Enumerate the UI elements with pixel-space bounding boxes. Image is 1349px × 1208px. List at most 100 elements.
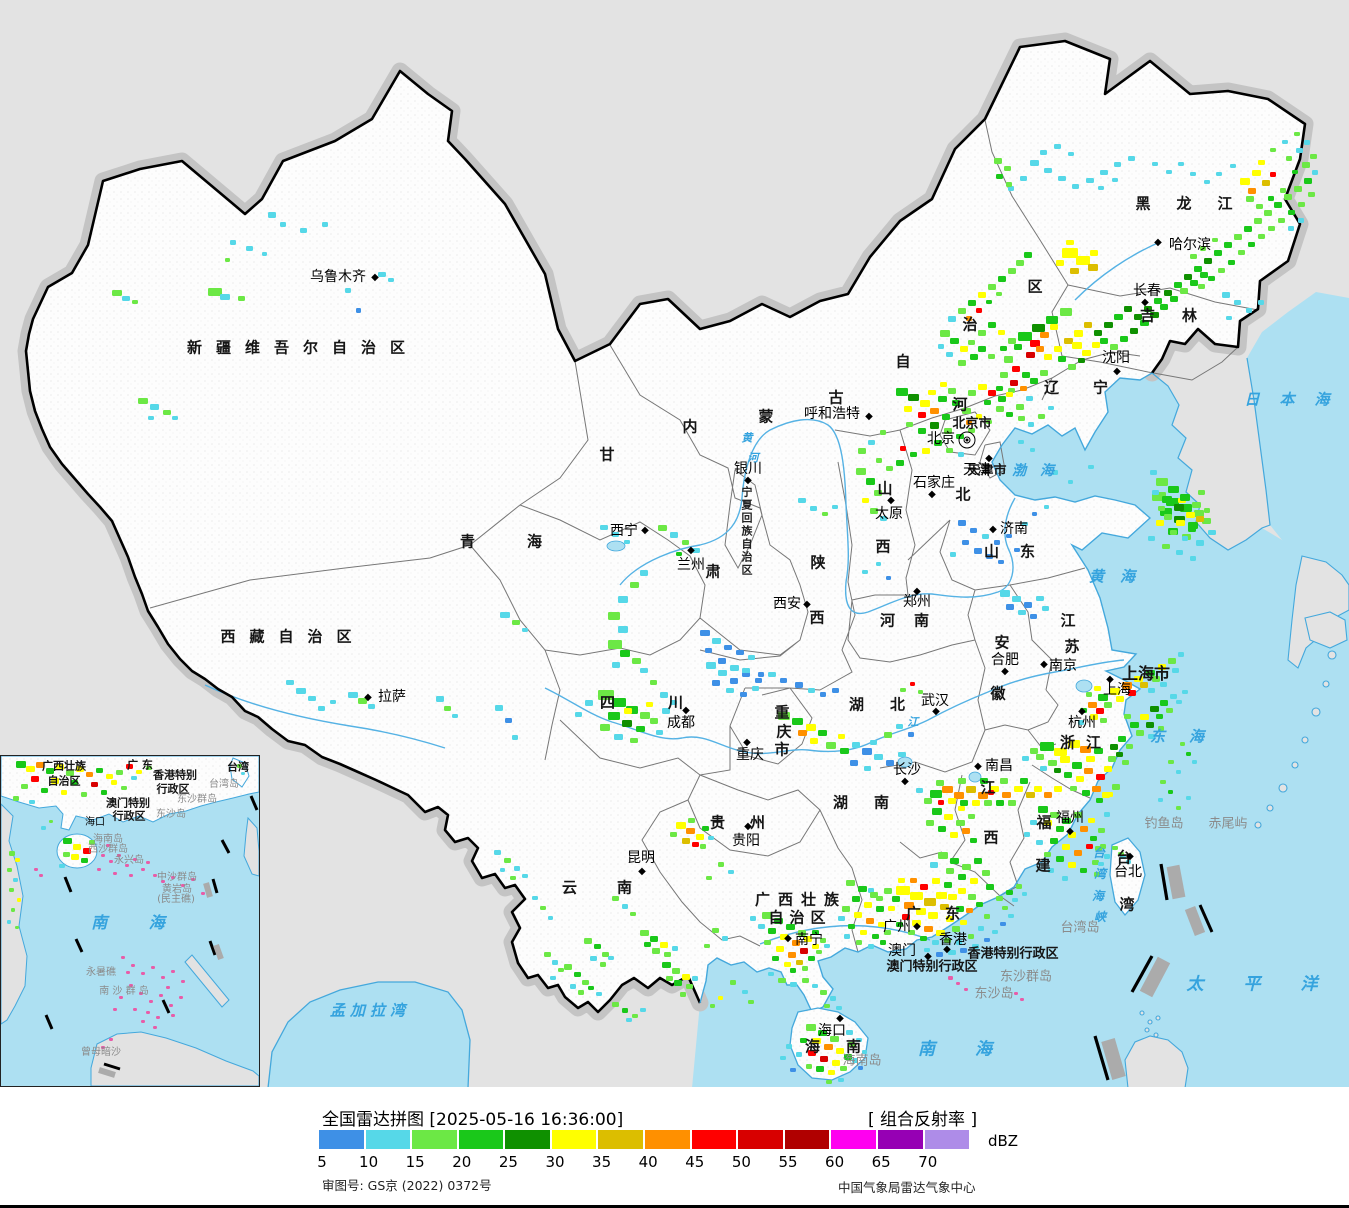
inset-dash-shadows xyxy=(98,882,224,1078)
sea-label: 太平洋 xyxy=(1186,974,1349,995)
province-label: 族 xyxy=(741,524,753,538)
inset-echo-layer xyxy=(7,761,245,1049)
inset-basemap xyxy=(1,756,259,1086)
colorbar-seg-45 xyxy=(691,1130,737,1149)
city-marker-武汉: ◆ xyxy=(932,706,940,717)
inset-label: 黄岩岛 xyxy=(162,884,192,895)
colorbar-seg-15 xyxy=(412,1130,457,1149)
province-label: 香港特别行政区 xyxy=(967,946,1059,962)
tick-35: 35 xyxy=(592,1153,612,1171)
city-label-昆明: 昆明 xyxy=(627,850,655,866)
inset-label: 东沙群岛 xyxy=(177,794,217,805)
sea-label: 孟加拉湾 xyxy=(329,1001,411,1020)
inset-label: 广 东 xyxy=(127,758,153,772)
inset-label: 台湾 xyxy=(227,760,249,774)
dbz-tick-labels: 5 10 15 20 25 30 35 40 45 50 55 60 65 70 xyxy=(317,1153,1019,1171)
colorbar-seg-60 xyxy=(831,1130,876,1149)
province-label: 北 xyxy=(955,485,971,504)
radar-echo-layer xyxy=(112,132,1318,1084)
province-label: 湾 xyxy=(1119,895,1135,914)
province-label: 西藏自治区 xyxy=(220,627,366,646)
province-label: 甘 xyxy=(599,445,615,464)
city-label-长沙: 长沙 xyxy=(893,762,921,778)
national-border xyxy=(24,39,1307,1014)
inset-label: 永暑礁 xyxy=(86,967,116,978)
province-label: 吉林 xyxy=(1139,306,1225,325)
south-china-sea-inset: 广西壮族 自治区 广 东香港特别 行政区 澳门特别 行政区 台湾 台湾岛 东沙群岛 东沙岛 海口 海南… xyxy=(0,755,260,1087)
tick-30: 30 xyxy=(545,1153,565,1171)
sea-label: 河 xyxy=(747,451,759,465)
product-label: [ 组合反射率 ] xyxy=(868,1110,978,1130)
sea-label: 黄 xyxy=(741,431,753,445)
city-marker-合肥: ◆ xyxy=(1001,666,1009,677)
inset-taiwan xyxy=(229,757,250,788)
tick-10: 10 xyxy=(359,1153,379,1171)
city-label-郑州: 郑州 xyxy=(903,594,931,610)
city-label-呼和浩特: 呼和浩特 xyxy=(804,406,860,422)
colorbar-seg-5 xyxy=(319,1130,364,1149)
city-label-乌鲁木齐: 乌鲁木齐 xyxy=(310,269,366,285)
sea-label: 东海 xyxy=(1149,727,1229,746)
province-label: 四川 xyxy=(599,693,737,712)
inset-label: 行政区 xyxy=(156,782,190,796)
province-label: 市 xyxy=(774,740,790,759)
province-label: 黑龙江 xyxy=(1135,194,1259,213)
tick-65: 65 xyxy=(871,1153,891,1171)
city-label-济南: 济南 xyxy=(1000,521,1028,537)
city-label-哈尔滨: 哈尔滨 xyxy=(1169,237,1211,253)
city-marker-台北: ◆ xyxy=(1126,851,1134,862)
inset-label: 西沙群岛 xyxy=(88,844,128,855)
province-label: 贵州 xyxy=(709,813,791,832)
province-borders xyxy=(149,119,1259,953)
city-label-拉萨: 拉萨 xyxy=(378,689,406,705)
inset-mainland xyxy=(1,756,259,831)
tick-15: 15 xyxy=(405,1153,425,1171)
inset-label: 澳门特别 xyxy=(106,796,150,810)
province-label: 西 xyxy=(809,608,825,627)
dbz-unit-label: dBZ xyxy=(988,1132,1019,1150)
dbz-colorbar xyxy=(319,1130,971,1149)
province-label: 陕 xyxy=(810,553,826,572)
tick-40: 40 xyxy=(638,1153,658,1171)
city-marker-澳门: ◆ xyxy=(924,951,932,962)
inset-label: 广西壮族 xyxy=(42,759,86,773)
colorbar-seg-70 xyxy=(924,1130,970,1149)
tick-70: 70 xyxy=(918,1153,938,1171)
inset-label: 行政区 xyxy=(112,809,146,823)
province-label: 肃 xyxy=(705,562,721,581)
sea-label: 峡 xyxy=(1093,910,1107,924)
city-marker-太原: ◆ xyxy=(887,495,895,506)
city-label-香港: 香港 xyxy=(939,932,967,948)
city-marker-海口: ◆ xyxy=(836,1013,844,1024)
city-label-南京: 南京 xyxy=(1049,658,1077,674)
province-label: 上海市 xyxy=(1121,664,1171,683)
island-label: 赤尾屿 xyxy=(1208,816,1248,832)
province-label: 建 xyxy=(1035,856,1051,875)
city-label-南昌: 南昌 xyxy=(985,758,1013,774)
province-label: 庆 xyxy=(776,722,792,741)
city-marker-南宁: ◆ xyxy=(784,933,792,944)
inset-label: 南 海 xyxy=(91,913,183,932)
province-label: 古 xyxy=(828,388,844,407)
province-label: 自治区 xyxy=(768,908,832,927)
colorbar-seg-25 xyxy=(505,1130,550,1149)
colorbar-seg-35 xyxy=(598,1130,644,1149)
colorbar-seg-20 xyxy=(458,1130,504,1149)
province-label: 福 xyxy=(1036,813,1052,832)
china-coastline xyxy=(699,372,1153,1013)
city-label-重庆: 重庆 xyxy=(736,747,764,763)
inset-vietnam xyxy=(1,803,28,1025)
city-label-成都: 成都 xyxy=(667,715,695,731)
sea-label: 海 xyxy=(1091,889,1105,903)
city-label-澳门: 澳门 xyxy=(888,943,916,959)
province-label: 河 xyxy=(952,395,968,414)
city-label-合肥: 合肥 xyxy=(991,652,1019,668)
sea-yellow-east-south xyxy=(692,373,1349,1088)
province-label: 重 xyxy=(774,703,790,722)
city-marker-贵阳: ◆ xyxy=(744,821,752,832)
inset-label: 台湾岛 xyxy=(209,779,239,790)
province-label: 辽宁 xyxy=(1043,378,1143,397)
province-label: 浙江 xyxy=(1059,733,1113,752)
inset-label: 海南岛 xyxy=(93,834,123,845)
city-label-西宁: 西宁 xyxy=(610,523,638,539)
